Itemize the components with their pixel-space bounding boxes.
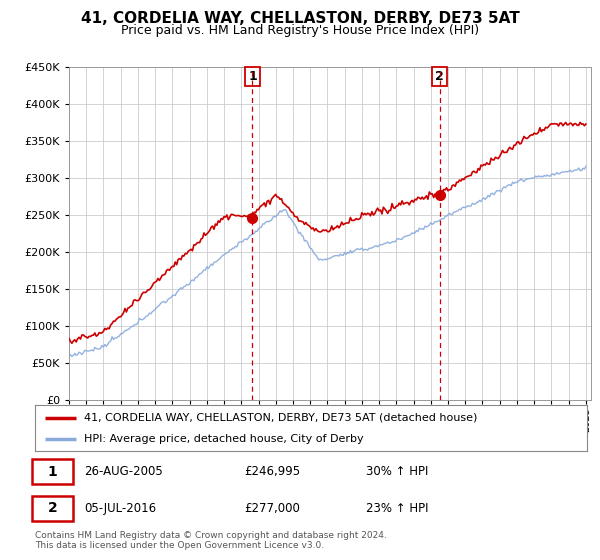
Text: 41, CORDELIA WAY, CHELLASTON, DERBY, DE73 5AT (detached house): 41, CORDELIA WAY, CHELLASTON, DERBY, DE7… — [85, 413, 478, 423]
Text: Price paid vs. HM Land Registry's House Price Index (HPI): Price paid vs. HM Land Registry's House … — [121, 24, 479, 36]
FancyBboxPatch shape — [32, 459, 73, 484]
Text: 2: 2 — [435, 71, 444, 83]
Text: 30% ↑ HPI: 30% ↑ HPI — [366, 465, 428, 478]
Text: £277,000: £277,000 — [245, 502, 301, 515]
Text: £246,995: £246,995 — [245, 465, 301, 478]
Text: 05-JUL-2016: 05-JUL-2016 — [85, 502, 157, 515]
Text: 41, CORDELIA WAY, CHELLASTON, DERBY, DE73 5AT: 41, CORDELIA WAY, CHELLASTON, DERBY, DE7… — [80, 11, 520, 26]
Text: HPI: Average price, detached house, City of Derby: HPI: Average price, detached house, City… — [85, 435, 364, 444]
Text: 23% ↑ HPI: 23% ↑ HPI — [366, 502, 428, 515]
Text: 26-AUG-2005: 26-AUG-2005 — [85, 465, 163, 478]
Text: 1: 1 — [248, 71, 257, 83]
Text: Contains HM Land Registry data © Crown copyright and database right 2024.
This d: Contains HM Land Registry data © Crown c… — [35, 531, 386, 550]
Text: 2: 2 — [48, 502, 58, 515]
FancyBboxPatch shape — [32, 496, 73, 521]
Text: 1: 1 — [48, 465, 58, 478]
